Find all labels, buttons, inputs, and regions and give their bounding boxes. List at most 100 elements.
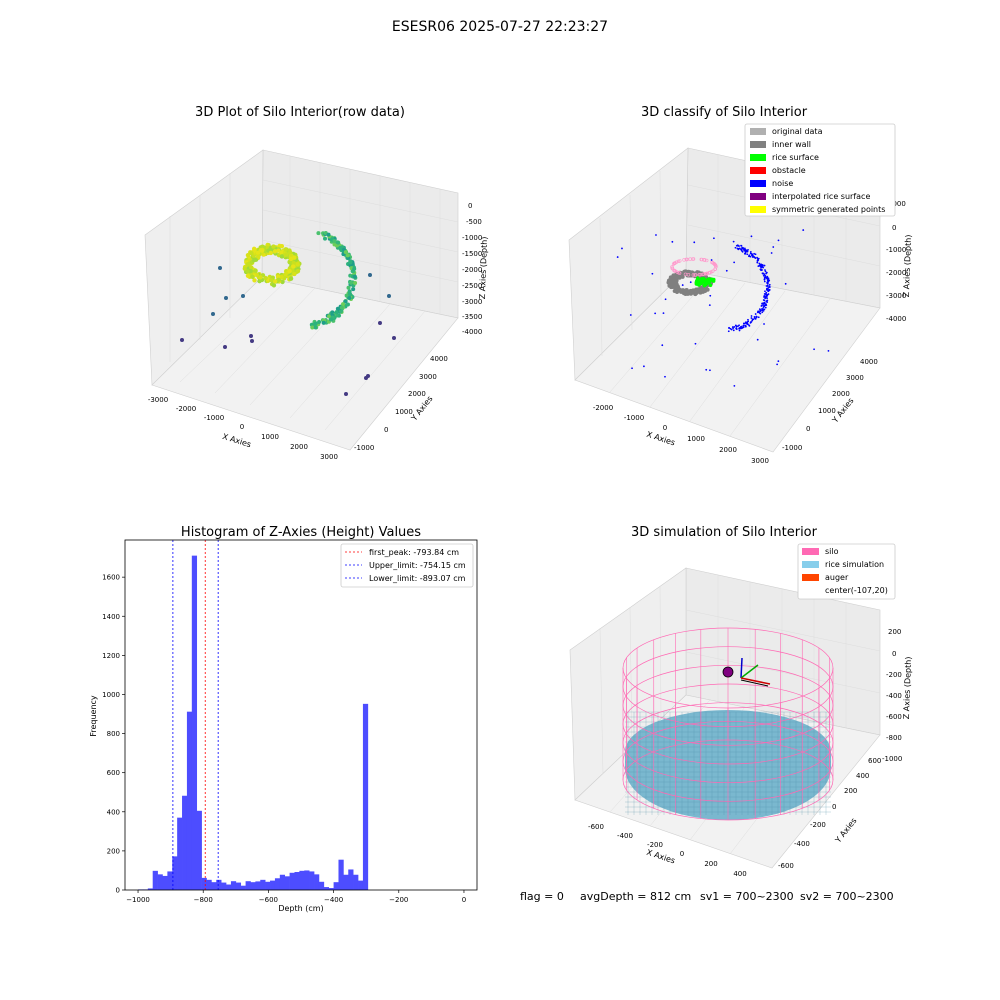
hist-bar [250,882,256,890]
classify-point [709,294,712,297]
classify-point [784,282,787,285]
classify-point [699,286,704,291]
raw-point [218,266,222,270]
classify-point [655,234,657,236]
classify-point [760,305,763,307]
sim-x-tick: 200 [704,860,717,868]
raw-point [249,250,254,256]
status-sv1: sv1 = 700~2300 [700,890,794,903]
classify-z-label: Z Axies (Depth) [902,234,913,297]
classify-point [764,306,767,309]
classify-point [763,280,766,283]
classify-point [680,272,685,277]
classify-point [675,290,680,295]
raw-z-tick: -4000 [462,328,482,336]
classify-x-tick: 2000 [719,446,737,454]
raw-x-tick: 3000 [320,453,338,461]
raw-point [332,239,337,244]
classify-point [708,283,713,288]
classify-y-tick: 0 [806,425,810,433]
raw-point [258,275,263,280]
hist-x-tick-label: −1000 [126,896,150,904]
raw-point [347,295,352,300]
classify-point [727,330,730,333]
classify-point [767,280,770,283]
classify-point [713,267,718,271]
classify-point [763,264,766,267]
classify-z-axis: 1000 0 -1000 -2000 -3000 -4000 Z Axies (… [886,200,913,323]
hist-legend: first_peak: -793.84 cm Upper_limit: -754… [340,543,474,588]
status-avg-depth: avgDepth = 812 cm [580,890,691,903]
classify-legend-swatch [750,154,766,161]
classify-point [695,278,699,283]
raw-point [250,274,255,280]
classify-point [777,239,780,242]
classify-point [751,254,754,257]
classify-point [670,266,674,270]
hist-bar [333,882,339,890]
classify-point [761,302,764,305]
status-flag: flag = 0 [520,890,564,903]
sim-legend-swatch [802,574,819,581]
classify-point [766,301,769,304]
classify-point [757,257,760,260]
classify-point [707,277,712,282]
raw-point [349,280,354,285]
panel-raw-3d: 3D Plot of Silo Interior(row data) -3000 [144,105,489,461]
classify-legend-label: rice surface [772,153,819,162]
classify-y-tick: 1000 [818,407,836,415]
hist-bar [284,876,290,890]
classify-point [802,229,805,231]
sim-z-tick: 200 [888,628,901,636]
classify-point [712,261,716,266]
raw-point [288,256,294,262]
classify-point [694,342,697,345]
classify-point [738,324,740,327]
classify-point [709,369,711,372]
raw-point [336,240,341,245]
classify-point [703,278,708,282]
sim-x-tick: -600 [588,823,604,831]
raw-point [387,294,391,298]
raw-x-tick: 2000 [290,443,308,451]
classify-point [677,287,682,292]
hist-bar [265,881,271,890]
hist-bar [323,887,330,890]
raw-point [368,273,372,277]
raw-y-tick: 4000 [430,355,448,363]
raw-x-tick: 0 [240,423,244,431]
raw-point [344,392,348,396]
hist-title: Histogram of Z-Axies (Height) Values [181,525,421,540]
classify-point [756,256,758,259]
classify-point [767,293,770,295]
classify-point [776,363,779,366]
classify-point [763,308,766,311]
classify-point [772,246,775,248]
sim-z-tick: -1000 [882,755,902,763]
raw-point [250,339,254,343]
hist-bar [211,882,217,890]
sim-x-tick: 400 [733,870,746,878]
classify-point [708,304,711,307]
classify-legend-swatch [750,128,766,135]
classify-point [763,323,765,325]
classify-point [766,285,769,288]
hist-bar [338,859,344,890]
raw-point [276,277,281,283]
classify-point [733,384,736,387]
raw-x-tick: -3000 [148,396,168,404]
classify-point-cloud [616,229,830,387]
classify-point [762,306,765,309]
classify-point [765,291,768,294]
hist-y-tick-label: 800 [107,730,120,738]
classify-point [756,338,759,341]
classify-point [766,299,769,302]
raw-point [288,250,293,255]
classify-point [763,277,766,279]
classify-y-tick: 3000 [846,374,864,382]
raw-point [268,250,274,256]
hist-bar [255,881,261,890]
classify-y-tick: -1000 [782,444,802,452]
classify-point [700,278,704,283]
classify-point [742,322,745,325]
